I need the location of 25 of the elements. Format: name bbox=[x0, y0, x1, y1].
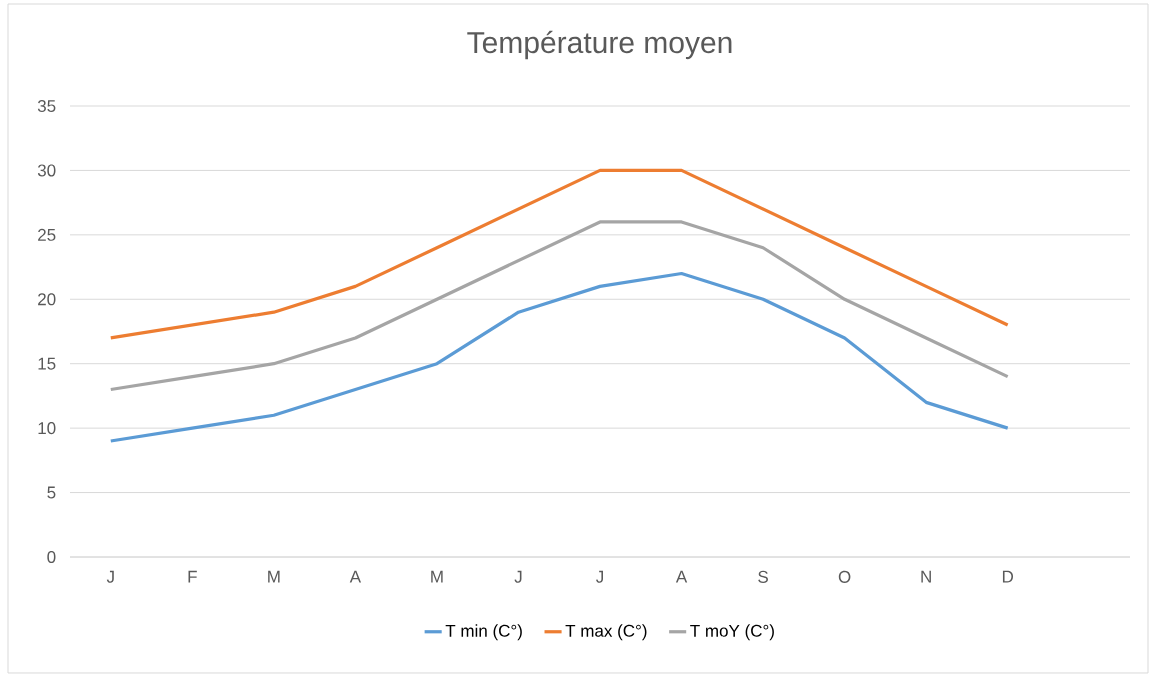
y-tick-label: 35 bbox=[37, 99, 56, 113]
legend-label: T min (C°) bbox=[445, 624, 522, 641]
x-tick-label: N bbox=[921, 570, 931, 583]
x-tick-label: F bbox=[188, 570, 197, 583]
x-tick-label: J bbox=[596, 570, 603, 583]
y-tick-label: 30 bbox=[37, 164, 56, 177]
x-tick-label: S bbox=[758, 570, 768, 583]
y-tick-label: 15 bbox=[38, 357, 56, 370]
legend-label: T moY (C°) bbox=[690, 624, 774, 641]
y-tick-label: 0 bbox=[47, 550, 56, 564]
x-tick-label: A bbox=[675, 570, 688, 583]
legend-label: T max (C°) bbox=[565, 624, 647, 641]
y-tick-label: 20 bbox=[38, 293, 56, 306]
x-tick-label: M bbox=[431, 570, 443, 583]
chart-title: Température moyen bbox=[467, 30, 732, 60]
x-tick-label: D bbox=[1002, 570, 1014, 583]
y-tick-label: 5 bbox=[47, 486, 56, 499]
x-tick-label: A bbox=[349, 570, 362, 583]
y-tick-label: 10 bbox=[38, 422, 56, 435]
x-tick-label: J bbox=[514, 570, 522, 583]
x-tick-label: M bbox=[268, 570, 280, 583]
x-tick-label: O bbox=[838, 570, 851, 583]
y-tick-label: 25 bbox=[38, 228, 56, 241]
x-tick-label: J bbox=[106, 570, 114, 583]
line-series bbox=[109, 271, 1010, 443]
